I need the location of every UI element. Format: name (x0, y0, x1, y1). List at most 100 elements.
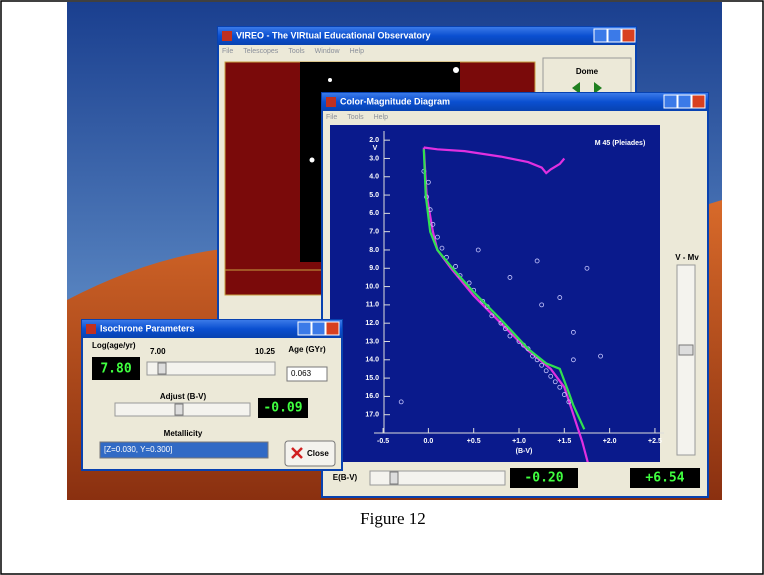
slider-thumb[interactable] (157, 362, 167, 375)
isochrone-window: Isochrone Parameters Log(age/yr) 7.80 7.… (81, 319, 343, 471)
x-tick-label: +0.5 (467, 438, 481, 445)
maximize-button[interactable] (311, 321, 326, 336)
lcd (630, 468, 700, 488)
minimize-button[interactable] (297, 321, 312, 336)
x-tick-label: +2.0 (603, 438, 617, 445)
star-point (539, 362, 545, 368)
window-title: Isochrone Parameters (100, 323, 195, 333)
metal-dropdown[interactable] (99, 441, 269, 459)
lcd (92, 357, 140, 380)
close-text: Close (307, 449, 329, 458)
star-point (561, 392, 567, 397)
star-point (507, 275, 513, 280)
title-bar (218, 27, 636, 45)
menu-item[interactable]: File (326, 114, 337, 121)
age-slider[interactable] (146, 361, 276, 376)
star-point (430, 221, 436, 227)
metal-label: Metallicity (164, 429, 203, 438)
v-mv-scrollbar[interactable] (676, 264, 696, 456)
star-point (480, 298, 486, 304)
y-tick-label: 2.0 (369, 137, 379, 144)
close-dialog-button[interactable] (284, 440, 336, 467)
menu-item[interactable]: Tools (347, 114, 364, 121)
dome-label: Dome (576, 67, 599, 76)
metal-value: [Z=0.030, Y=0.300] (104, 445, 172, 454)
star-point (475, 247, 481, 253)
star-point (548, 373, 554, 379)
star-dot (309, 157, 315, 163)
minimize-button[interactable] (593, 28, 608, 43)
dome-arrows[interactable] (572, 82, 602, 94)
y-tick-label: 7.0 (369, 229, 379, 236)
star-point (435, 234, 440, 240)
star-point (598, 353, 603, 359)
star-point (489, 313, 495, 319)
ebv-display: -0.20 (524, 471, 563, 486)
lcd (510, 468, 578, 488)
age-max: 10.25 (255, 347, 276, 356)
y-tick-label: 10.0 (365, 283, 379, 290)
star-point (534, 357, 540, 363)
star-dot (328, 78, 332, 82)
menu-item[interactable]: Help (374, 114, 389, 121)
window-title: Color-Magnitude Diagram (340, 96, 450, 106)
y-tick-label: 13.0 (365, 338, 379, 345)
x-tick-label: +1.5 (557, 438, 571, 445)
star-point (570, 329, 576, 335)
y-tick-label: 6.0 (369, 210, 379, 217)
minimize-button[interactable] (663, 94, 678, 109)
gyr-input[interactable] (286, 366, 328, 382)
star-point (507, 333, 513, 339)
y-tick-label: 11.0 (366, 302, 379, 309)
scroll-thumb[interactable] (678, 344, 694, 356)
lcd (258, 398, 308, 418)
close-button[interactable] (691, 94, 706, 109)
y-tick-label: 5.0 (369, 192, 379, 199)
slider-thumb[interactable] (389, 471, 399, 485)
star-point (525, 346, 531, 352)
v-mv-label: V - Mv (675, 253, 699, 262)
x-tick-label: +1.0 (512, 438, 526, 445)
star-point (503, 326, 508, 332)
star-point (552, 379, 558, 385)
x-axis-label: (B-V) (516, 448, 533, 455)
menu-item[interactable]: File (222, 48, 233, 55)
adjust-label: Adjust (B-V) (160, 392, 207, 401)
star-point (557, 384, 563, 390)
menu-item[interactable]: Help (350, 48, 365, 55)
adjust-display: -0.09 (263, 401, 302, 416)
window-title: VIREO - The VIRtual Educational Observat… (236, 30, 431, 40)
menu-item[interactable]: Tools (288, 48, 305, 55)
cluster-label: M 45 (Pleiades) (595, 140, 646, 147)
star-point (557, 295, 563, 300)
y-tick-label: 16.0 (365, 393, 379, 400)
figure-caption: Figure 12 (360, 509, 426, 528)
ebv-label: E(B-V) (333, 473, 358, 482)
close-button[interactable] (621, 28, 636, 43)
y-tick-label: 8.0 (369, 247, 379, 254)
star-point (466, 280, 472, 286)
y-tick-label: 15.0 (365, 375, 379, 382)
age-display: 7.80 (100, 362, 131, 377)
star-point (439, 245, 445, 251)
star-point (534, 258, 540, 264)
maximize-button[interactable] (607, 28, 622, 43)
star-point (453, 264, 458, 269)
y-tick-label: 3.0 (369, 155, 379, 162)
star-point (425, 179, 431, 185)
ebv-slider[interactable] (369, 470, 506, 486)
slider-thumb[interactable] (174, 403, 184, 416)
star-point (539, 302, 545, 308)
maximize-button[interactable] (677, 94, 692, 109)
app-icon (222, 31, 232, 41)
menu-item[interactable]: Window (315, 48, 341, 55)
cmd-window: Color-Magnitude Diagram File Tools Help 2.… (321, 92, 709, 498)
y-tick-label: 12.0 (365, 320, 379, 327)
age-label: Log(age/yr) (92, 341, 136, 350)
y-tick-label: 9.0 (369, 265, 379, 272)
y-tick-label: 17.0 (365, 412, 379, 419)
close-button[interactable] (325, 321, 340, 336)
y-tick-label: 14.0 (365, 357, 379, 364)
menu-item[interactable]: Telescopes (243, 48, 279, 55)
